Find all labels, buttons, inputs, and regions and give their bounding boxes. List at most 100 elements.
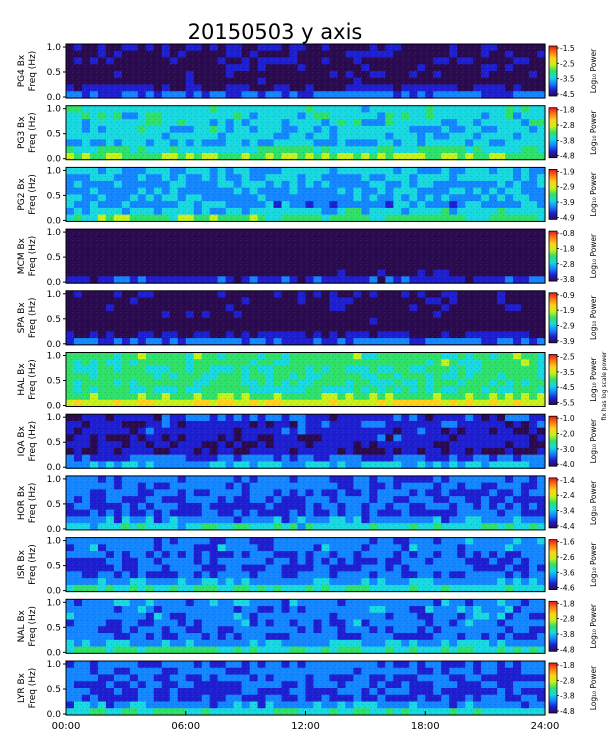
panel-frame [65,475,546,531]
colorbar [548,168,558,220]
y-tick-label: 0.5 [47,253,61,263]
y-tick-label: 0.5 [47,68,61,78]
y-tick-label: 0.0 [47,525,62,535]
y-tick-label: 0.0 [47,587,62,597]
colorbar-tick-label: -2.8 [560,121,575,130]
colorbar-tick-label: -2.5 [560,59,575,68]
y-tick-label: 0.5 [47,191,61,201]
freq-axis-label: Freq (Hz) [28,483,38,524]
colorbar-tick-label: -1.9 [560,306,575,315]
panel-frame [65,166,546,222]
colorbar-tick-label: -1.0 [560,414,575,423]
y-tick-label: 1.0 [47,413,62,423]
y-tick-label: 1.0 [47,475,62,485]
panel-frame [65,105,546,161]
panel-name-label: PG2 Bx [17,177,27,210]
heatmap-texture [66,352,545,407]
y-tick-label: 0.0 [47,216,62,226]
freq-axis-label: Freq (Hz) [28,544,38,585]
y-tick-label: 1.0 [47,352,62,362]
colorbar-tick-label: -3.8 [560,275,575,284]
panel-frame [65,43,546,99]
y-tick-label: 0.5 [47,562,61,572]
colorbar-tick-label: -0.8 [560,229,575,238]
colorbar-tick-label: -2.4 [560,491,575,500]
colorbar-tick-label: -3.6 [560,568,575,577]
figure-title: 20150503 y axis [188,20,363,44]
panel-name-label: HAL Bx [17,363,27,396]
y-tick-label: 1.0 [47,105,62,115]
colorbar-tick-label: -0.9 [560,291,575,300]
colorbar-tick-label: -3.9 [560,198,575,207]
colorbar-tick-label: -2.5 [560,353,575,362]
colorbar [548,45,558,97]
colorbar-tick-label: -1.9 [560,167,575,176]
colorbar-tick-label: -4.0 [560,460,575,469]
colorbar [548,107,558,159]
colorbar-label: Log₁₀ Power [589,48,598,93]
panel-name-label: MCM Bx [17,237,27,274]
y-tick-label: 0.5 [47,500,61,510]
y-tick-label: 0.5 [47,377,61,387]
y-tick-label: 0.0 [47,155,62,165]
y-tick-label: 0.5 [47,315,61,325]
colorbar-label: Log₁₀ Power [589,480,598,525]
colorbar-label: Log₁₀ Power [589,356,598,401]
colorbar-tick-label: -3.5 [560,75,575,84]
heatmap-texture [66,414,545,469]
colorbar-tick-label: -2.9 [560,321,575,330]
panel-frame [65,598,546,654]
heatmap-texture [66,599,545,654]
colorbar-tick-label: -5.5 [560,399,575,408]
y-tick-label: 0.5 [47,438,61,448]
heatmap-texture [66,475,545,530]
y-tick-label: 0.5 [47,130,61,140]
colorbar-tick-label: -1.4 [560,476,575,485]
colorbar-tick-label: -3.4 [560,507,575,516]
panel-name-label: SPA Bx [17,302,27,334]
freq-axis-label: Freq (Hz) [28,297,38,338]
colorbar-tick-label: -3.8 [560,136,575,145]
colorbar [548,230,558,282]
colorbar-label: Log₁₀ Power [589,295,598,340]
y-tick-label: 0.0 [47,463,62,473]
colorbar [548,354,558,405]
colorbar [548,539,558,590]
colorbar [548,477,558,529]
colorbar-tick-label: -4.5 [560,90,575,99]
colorbar-tick-label: -2.0 [560,430,575,439]
freq-axis-label: Freq (Hz) [28,359,38,400]
heatmap-texture [66,229,545,284]
freq-axis-label: Freq (Hz) [28,421,38,462]
y-tick-label: 1.0 [47,537,62,547]
y-tick-label: 0.0 [47,340,62,350]
panel-name-label: IQA Bx [17,425,27,456]
panel-name-label: ISR Bx [17,549,27,579]
freq-axis-label: Freq (Hz) [28,51,38,92]
colorbar-tick-label: -4.4 [560,522,575,531]
colorbar-tick-label: -2.8 [560,260,575,269]
panel-frame [65,537,546,593]
heatmap-texture [66,105,545,160]
colorbar-tick-label: -1.8 [560,106,575,115]
colorbar-label: Log₁₀ Power [589,110,598,155]
panel-frame [65,413,546,469]
colorbar-tick-label: -1.5 [560,44,575,53]
heatmap-texture [66,44,545,98]
colorbar-tick-label: -3.5 [560,368,575,377]
y-tick-label: 1.0 [47,166,62,176]
colorbar-tick-label: -1.6 [560,538,575,547]
y-tick-label: 1.0 [47,228,62,238]
y-tick-label: 0.0 [47,278,62,288]
colorbar-tick-label: -4.9 [560,213,575,222]
colorbar-label: Log₁₀ Power [589,541,598,586]
heatmap-texture [66,290,545,345]
colorbar-label: Log₁₀ Power [589,418,598,463]
